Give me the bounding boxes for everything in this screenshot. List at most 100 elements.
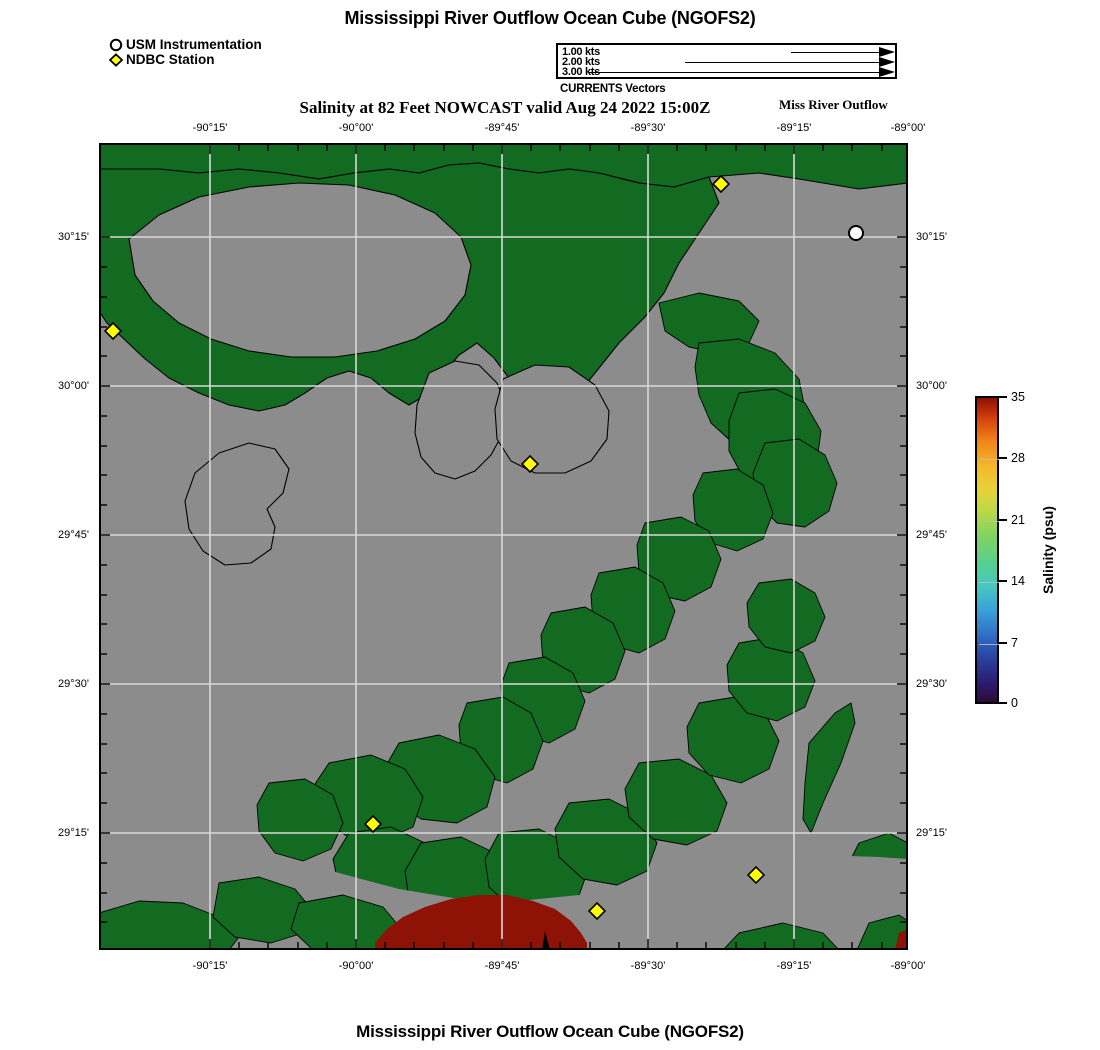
delta-marsh-polygons: [101, 292, 906, 948]
colorbar-tick: [999, 396, 1007, 398]
lon-label-top: -89°00': [890, 122, 926, 134]
lat-label-left: 29°15': [58, 827, 89, 839]
ndbc-station-marker[interactable]: [746, 865, 766, 885]
lon-label-top: -89°45': [484, 122, 520, 134]
plume-high-salinity: [375, 895, 587, 948]
currents-legend-shaft-1: [791, 52, 879, 53]
currents-vector-legend: 1.00 kts 2.00 kts 3.00 kts: [556, 43, 897, 79]
lat-label-left: 29°45': [58, 529, 89, 541]
footer-title: Mississippi River Outflow Ocean Cube (NG…: [356, 1022, 744, 1041]
salinity-plume: [375, 895, 906, 948]
map-frame-border: [99, 143, 908, 950]
lon-label-top: -89°15': [776, 122, 812, 134]
colorbar-tick-label: 21: [1011, 513, 1025, 527]
lon-label-bottom: -90°00': [338, 960, 374, 972]
lat-label-right: 30°00': [916, 380, 947, 392]
marsh-e-cluster: [857, 914, 906, 948]
ndbc-station-marker[interactable]: [711, 174, 731, 194]
currents-legend-shaft-3: [589, 72, 879, 73]
lon-label-top: -90°00': [338, 122, 374, 134]
colorbar-tick: [999, 702, 1007, 704]
colorbar-tick: [999, 457, 1007, 459]
axis-ticks-left: [101, 236, 110, 923]
page-title: Mississippi River Outflow Ocean Cube (NG…: [344, 8, 756, 28]
marsh-east-hook: [802, 702, 856, 834]
colorbar-gradient: [975, 396, 999, 704]
colorbar-tick-label: 28: [1011, 451, 1025, 465]
legend-item-usm: USM Instrumentation: [108, 37, 262, 52]
lat-label-left: 29°30': [58, 678, 89, 690]
plume-east-edge: [895, 929, 906, 948]
marsh-se-cluster2: [724, 922, 838, 948]
circle-marker-icon: [108, 37, 126, 52]
axis-ticks-top: [209, 145, 883, 154]
axis-ticks-bottom: [209, 939, 883, 948]
lon-label-bottom: -89°00': [890, 960, 926, 972]
bay-intrusion-center: [414, 360, 508, 480]
lat-label-right: 30°15': [916, 231, 947, 243]
outflow-label: Miss River Outflow: [779, 97, 888, 112]
salinity-map[interactable]: [99, 143, 908, 950]
currents-legend-row-2: 2.00 kts: [558, 56, 895, 68]
lon-label-bottom: -89°30': [630, 960, 666, 972]
currents-legend-arrowhead-1: [879, 47, 895, 57]
colorbar-tick: [999, 519, 1007, 521]
colorbar-division-line: [979, 459, 999, 460]
diamond-marker-icon: [108, 52, 126, 67]
usm-instrumentation-marker[interactable]: [848, 225, 864, 241]
currents-legend-arrowhead-2: [879, 57, 895, 67]
currents-legend-caption: CURRENTS Vectors: [560, 83, 666, 95]
ndbc-station-marker[interactable]: [587, 901, 607, 921]
colorbar-tick-label: 14: [1011, 574, 1025, 588]
map-panel[interactable]: [99, 143, 908, 950]
current-vector-arrows: [542, 931, 550, 948]
ndbc-station-marker[interactable]: [103, 321, 123, 341]
legend-item-ndbc: NDBC Station: [108, 52, 262, 67]
current-vector-arrow-1: [542, 931, 550, 948]
axis-ticks: [101, 145, 906, 948]
lon-label-top: -90°15': [192, 122, 228, 134]
currents-legend-label-1: 1.00 kts: [562, 46, 600, 58]
currents-legend-label-2: 2.00 kts: [562, 56, 600, 68]
axis-ticks-right: [897, 236, 906, 923]
colorbar-tick-label: 35: [1011, 390, 1025, 404]
lat-label-right: 29°15': [916, 827, 947, 839]
legend-label-ndbc: NDBC Station: [126, 52, 215, 67]
ndbc-station-marker[interactable]: [520, 454, 540, 474]
marsh-chain-4: [692, 468, 774, 552]
lat-label-left: 30°15': [58, 231, 89, 243]
lon-label-top: -89°30': [630, 122, 666, 134]
ndbc-station-marker[interactable]: [363, 814, 383, 834]
lon-label-bottom: -89°15': [776, 960, 812, 972]
colorbar-tick-label: 7: [1011, 636, 1018, 650]
station-markers[interactable]: [103, 174, 864, 921]
station-legend: USM Instrumentation NDBC Station: [108, 37, 262, 67]
lat-label-right: 29°30': [916, 678, 947, 690]
currents-legend-shaft-2: [685, 62, 879, 63]
chart-subtitle: Salinity at 82 Feet NOWCAST valid Aug 24…: [299, 98, 711, 117]
marsh-chain-16: [554, 798, 658, 886]
marsh-chain-20: [746, 578, 826, 654]
bay-intrusion-east: [494, 364, 610, 474]
colorbar-division-line: [979, 644, 999, 645]
lat-label-left: 30°00': [58, 380, 89, 392]
colorbar-division-line: [979, 582, 999, 583]
marsh-chain-12: [256, 778, 344, 862]
lon-label-bottom: -90°15': [192, 960, 228, 972]
colorbar-tick: [999, 642, 1007, 644]
lake-pontchartrain: [128, 182, 472, 358]
graticule-gridlines: [101, 145, 906, 948]
colorbar-title: Salinity (psu): [1040, 506, 1056, 594]
currents-legend-row-3: 3.00 kts: [558, 66, 895, 78]
colorbar-tick-label: 0: [1011, 696, 1018, 710]
lat-label-right: 29°45': [916, 529, 947, 541]
colorbar-division-line: [979, 521, 999, 522]
currents-legend-row-1: 1.00 kts: [558, 46, 895, 58]
currents-legend-arrowhead-3: [879, 67, 895, 77]
marsh-chain-17: [624, 758, 728, 846]
lon-label-bottom: -89°45': [484, 960, 520, 972]
currents-legend-label-3: 3.00 kts: [562, 66, 600, 78]
colorbar-tick: [999, 580, 1007, 582]
land-polygons: [101, 145, 906, 566]
legend-label-usm: USM Instrumentation: [126, 37, 262, 52]
